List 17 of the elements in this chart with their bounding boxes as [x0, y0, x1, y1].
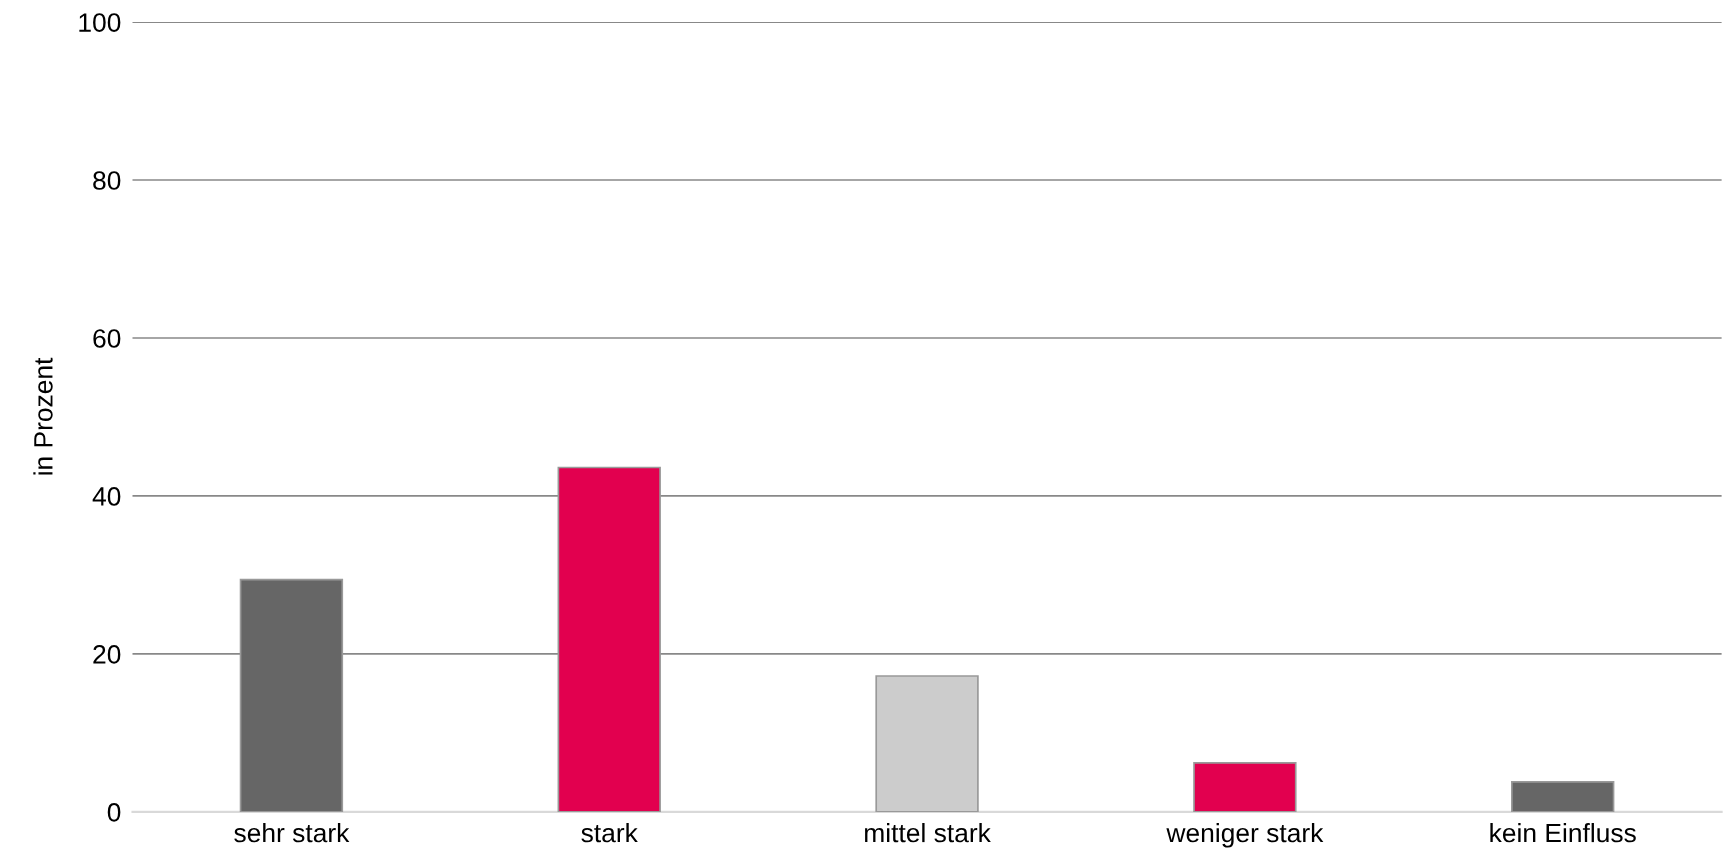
x-tick-label: kein Einfluss [1490, 822, 1636, 843]
bar [557, 466, 661, 812]
bar [1193, 762, 1297, 812]
y-tick-label: 100 [79, 13, 121, 32]
x-tick-label: stark [581, 822, 638, 843]
bar [875, 675, 979, 812]
y-tick-label: 20 [93, 645, 121, 664]
bar [239, 578, 344, 812]
y-tick-label: 0 [107, 803, 121, 822]
x-tick-label: weniger stark [1166, 822, 1324, 848]
y-tick-label: 40 [92, 487, 121, 506]
y-tick-label: 60 [93, 329, 121, 348]
bar [1511, 781, 1615, 812]
x-tick-label: sehr stark [234, 822, 350, 843]
y-tick-label: 80 [93, 171, 121, 190]
y-axis-title: in Prozent [33, 357, 53, 475]
x-tick-label: mittel stark [865, 822, 991, 843]
